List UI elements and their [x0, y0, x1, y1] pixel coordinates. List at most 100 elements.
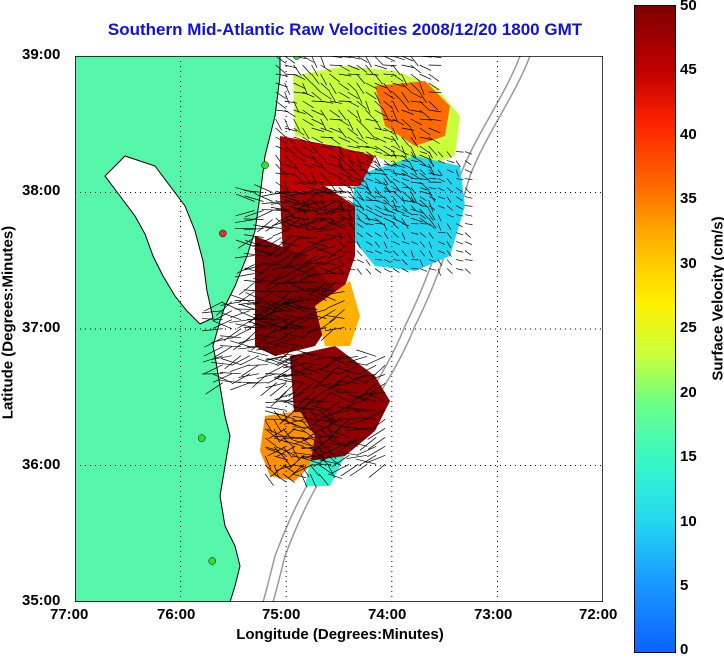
velocity-arrow: [212, 319, 232, 329]
velocity-arrow: [306, 201, 327, 205]
velocity-arrow: [329, 422, 350, 429]
velocity-arrow: [383, 160, 391, 166]
velocity-arrow: [275, 127, 286, 137]
velocity-arrow: [238, 373, 259, 378]
velocity-arrow: [401, 82, 412, 93]
velocity-arrow: [446, 268, 453, 274]
velocity-arrow: [293, 91, 307, 94]
velocity-arrow: [337, 355, 359, 360]
colorbar-tick: 45: [680, 61, 697, 78]
velocity-arrow: [283, 313, 304, 321]
velocity-arrow: [284, 145, 295, 155]
velocity-arrow: [307, 241, 327, 247]
bathymetry-contours: [262, 56, 531, 602]
velocity-arrow: [383, 151, 391, 156]
velocity-arrow: [309, 446, 322, 457]
velocity-arrow: [302, 181, 316, 185]
velocity-arrow: [329, 356, 350, 366]
velocity-arrow: [374, 190, 386, 199]
velocity-arrow: [252, 373, 269, 388]
velocity-arrow: [290, 264, 309, 273]
velocity-arrow: [302, 163, 315, 169]
velocity-arrow: [383, 268, 391, 273]
velocity-arrow: [383, 187, 391, 192]
velocity-arrow: [365, 64, 374, 76]
velocity-arrow: [261, 209, 282, 211]
velocity-arrow: [347, 259, 356, 261]
velocity-arrow: [311, 154, 320, 166]
velocity-arrow: [301, 398, 323, 402]
velocity-arrow: [383, 259, 392, 263]
velocity-arrow: [365, 223, 374, 226]
velocity-arrow: [274, 325, 295, 330]
velocity-arrow: [338, 367, 359, 375]
velocity-arrow: [401, 163, 414, 170]
velocity-arrow: [410, 208, 423, 214]
velocity-arrow: [292, 426, 314, 429]
velocity-arrow: [392, 250, 399, 257]
velocity-arrow: [326, 300, 345, 309]
velocity-arrow: [464, 205, 473, 207]
velocity-arrow: [374, 154, 381, 167]
region-mid-band: [280, 136, 375, 196]
velocity-arrow: [319, 419, 334, 423]
velocity-arrow: [347, 100, 360, 108]
velocity-arrow: [347, 196, 356, 200]
velocity-arrow: [284, 127, 298, 132]
velocity-arrow: [332, 374, 350, 387]
velocity-arrow: [356, 268, 362, 275]
velocity-arrow: [428, 118, 442, 122]
velocity-arrow: [401, 241, 410, 245]
velocity-arrow: [202, 328, 223, 332]
velocity-arrow: [356, 91, 363, 104]
velocity-arrow: [410, 82, 421, 93]
velocity-arrow: [302, 73, 312, 84]
velocity-arrow: [347, 232, 352, 240]
velocity-arrow: [231, 328, 251, 339]
velocity-arrow: [337, 406, 359, 411]
velocity-arrow: [428, 172, 442, 177]
velocity-arrow: [264, 419, 273, 433]
velocity-arrow: [347, 145, 361, 149]
colorbar-tick: 15: [680, 448, 697, 465]
velocity-arrow: [293, 181, 307, 185]
velocity-arrow: [419, 217, 431, 226]
velocity-arrow: [256, 346, 277, 351]
velocity-arrow: [329, 154, 342, 161]
velocity-arrow: [437, 178, 445, 183]
velocity-arrow: [374, 250, 383, 254]
velocity-arrow: [204, 301, 223, 312]
velocity-arrow: [410, 187, 416, 194]
velocity-arrow: [419, 172, 430, 182]
velocity-arrow: [338, 154, 347, 166]
region-east-basin: [350, 156, 465, 271]
velocity-arrow: [302, 366, 323, 375]
velocity-arrow: [302, 82, 308, 95]
velocity-arrow: [464, 223, 473, 225]
velocity-arrow: [410, 91, 423, 99]
velocity-arrow: [317, 292, 336, 301]
velocity-arrow: [316, 286, 336, 292]
velocity-arrow: [212, 320, 232, 330]
velocity-arrow: [338, 109, 347, 121]
x-tick-label: 75:00: [262, 606, 301, 623]
velocity-arrow: [306, 273, 327, 277]
velocity-arrow: [322, 401, 341, 413]
velocity-arrow: [374, 217, 386, 226]
velocity-arrow: [275, 136, 287, 144]
velocity-arrow: [437, 169, 443, 176]
velocity-arrow: [464, 214, 473, 217]
velocity-arrow: [455, 250, 464, 253]
velocity-arrow: [401, 91, 410, 103]
velocity-arrow: [311, 199, 322, 209]
velocity-arrow: [428, 145, 438, 156]
velocity-arrow: [238, 337, 259, 344]
station-wallops-site: [219, 229, 227, 238]
velocity-arrow: [419, 232, 426, 238]
velocity-arrow: [346, 360, 368, 366]
velocity-arrow: [437, 250, 446, 254]
colorbar-tick: 0: [680, 641, 689, 658]
velocity-arrow: [321, 382, 341, 393]
velocity-arrow: [234, 255, 255, 259]
velocity-arrow: [254, 237, 273, 246]
